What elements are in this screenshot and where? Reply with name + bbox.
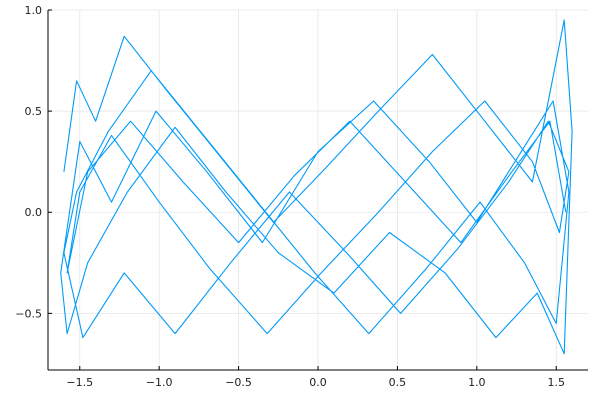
x-tick-label: −1.5: [66, 376, 93, 389]
x-tick-label: 0.5: [389, 376, 407, 389]
x-tick-label: −1.0: [146, 376, 173, 389]
y-tick-label: 0.5: [25, 105, 43, 118]
x-tick-label: 1.0: [468, 376, 486, 389]
x-tick-label: 1.5: [547, 376, 565, 389]
y-tick-label: −0.5: [15, 307, 42, 320]
x-ticks: −1.5 −1.0 −0.5 0.0 0.5 1.0 1.5: [66, 366, 565, 389]
series-line-1: [60, 19, 573, 355]
y-ticks: −0.5 0.0 0.5 1.0: [15, 4, 52, 320]
x-tick-label: −0.5: [225, 376, 252, 389]
y-tick-label: 0.0: [25, 206, 43, 219]
grid: [48, 9, 588, 370]
series-layer: [60, 19, 573, 355]
x-tick-label: 0.0: [309, 376, 327, 389]
y-tick-label: 1.0: [25, 4, 43, 17]
